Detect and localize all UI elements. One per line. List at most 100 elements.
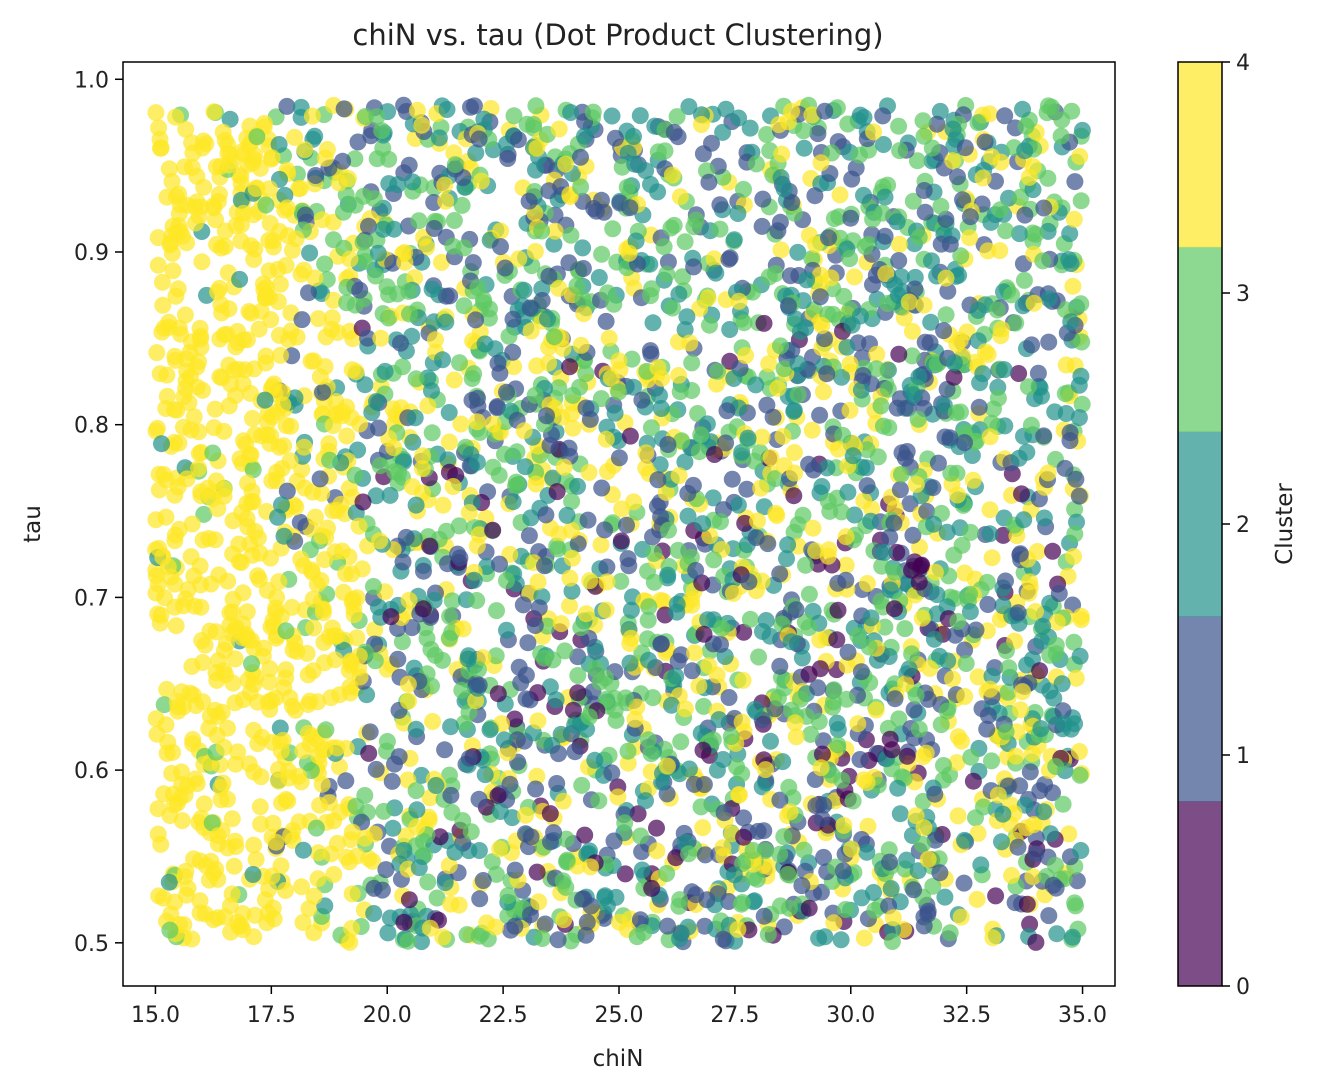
scatter-point-cluster-3: [610, 383, 628, 401]
scatter-point-cluster-4: [299, 696, 317, 713]
scatter-point-cluster-2: [442, 718, 460, 736]
scatter-point-cluster-4: [849, 715, 867, 733]
scatter-point-cluster-3: [443, 592, 461, 610]
scatter-point-cluster-1: [874, 107, 892, 125]
scatter-point-cluster-4: [774, 428, 792, 445]
scatter-point-cluster-1: [771, 565, 789, 583]
scatter-point-cluster-4: [708, 375, 725, 393]
scatter-point-cluster-3: [775, 360, 793, 378]
scatter-point-cluster-4: [969, 668, 987, 686]
scatter-point-cluster-4: [246, 426, 264, 444]
scatter-point-cluster-3: [800, 619, 818, 636]
scatter-point-cluster-4: [915, 819, 933, 837]
scatter-point-cluster-3: [607, 711, 625, 729]
scatter-point-cluster-1: [851, 751, 869, 768]
scatter-point-cluster-4: [981, 501, 999, 519]
scatter-point-cluster-3: [775, 828, 793, 846]
scatter-point-cluster-4: [951, 331, 969, 349]
scatter-point-cluster-4: [597, 430, 615, 448]
scatter-point-cluster-2: [384, 819, 402, 837]
scatter-point-cluster-4: [561, 597, 578, 615]
scatter-point-cluster-3: [1072, 192, 1090, 210]
scatter-point-cluster-2: [898, 851, 916, 869]
scatter-point-cluster-0: [694, 741, 712, 759]
scatter-point-cluster-3: [563, 492, 581, 510]
scatter-point-cluster-3: [758, 126, 776, 143]
scatter-point-cluster-4: [212, 296, 230, 313]
scatter-point-cluster-0: [829, 601, 847, 619]
scatter-point-cluster-4: [212, 239, 230, 257]
scatter-point-cluster-4: [147, 511, 165, 529]
scatter-point-cluster-4: [147, 422, 165, 440]
scatter-point-cluster-3: [1000, 659, 1018, 677]
scatter-point-cluster-2: [721, 321, 739, 338]
scatter-point-cluster-3: [469, 661, 487, 679]
scatter-point-cluster-2: [1010, 449, 1028, 467]
scatter-point-cluster-1: [506, 861, 524, 879]
scatter-point-cluster-4: [552, 615, 570, 633]
scatter-point-cluster-4: [309, 310, 327, 328]
scatter-point-cluster-2: [969, 301, 987, 319]
scatter-point-cluster-3: [354, 233, 372, 251]
scatter-point-cluster-3: [639, 630, 656, 648]
scatter-point-cluster-0: [828, 631, 846, 649]
scatter-point-cluster-3: [407, 782, 425, 800]
scatter-point-cluster-4: [681, 334, 699, 352]
scatter-point-cluster-2: [596, 888, 614, 906]
x-axis-label: chiN: [593, 1046, 644, 1072]
y-tick-label: 1.0: [74, 68, 109, 93]
scatter-point-cluster-1: [491, 555, 508, 573]
scatter-point-cluster-3: [969, 114, 987, 132]
scatter-point-cluster-4: [619, 754, 637, 772]
scatter-point-cluster-3: [544, 651, 562, 669]
scatter-point-cluster-0: [945, 368, 963, 386]
scatter-point-cluster-4: [599, 463, 616, 480]
scatter-point-cluster-4: [270, 573, 288, 591]
scatter-point-cluster-1: [1054, 702, 1072, 720]
scatter-point-cluster-4: [907, 475, 925, 493]
scatter-point-cluster-2: [637, 792, 654, 810]
scatter-point-cluster-4: [1067, 669, 1085, 687]
scatter-point-cluster-3: [673, 432, 691, 450]
scatter-point-cluster-2: [931, 102, 949, 120]
scatter-point-cluster-4: [205, 419, 223, 437]
scatter-point-cluster-4: [944, 670, 961, 688]
scatter-point-cluster-3: [797, 556, 814, 574]
scatter-point-cluster-3: [779, 866, 797, 883]
scatter-point-cluster-3: [645, 544, 663, 562]
scatter-point-cluster-1: [400, 156, 418, 174]
scatter-point-cluster-1: [921, 334, 939, 352]
scatter-point-cluster-3: [338, 278, 356, 296]
scatter-point-cluster-0: [1021, 915, 1039, 933]
scatter-point-cluster-1: [695, 776, 713, 793]
scatter-point-cluster-3: [935, 757, 952, 774]
scatter-point-cluster-3: [860, 638, 878, 656]
scatter-point-cluster-3: [829, 736, 847, 754]
scatter-point-cluster-3: [257, 196, 275, 214]
scatter-point-cluster-2: [651, 387, 668, 404]
scatter-point-cluster-3: [914, 112, 932, 130]
scatter-point-cluster-1: [530, 599, 548, 617]
scatter-point-cluster-4: [316, 149, 334, 167]
scatter-point-cluster-1: [876, 227, 894, 245]
y-tick-label: 0.5: [74, 932, 109, 957]
scatter-point-cluster-0: [898, 747, 916, 765]
scatter-point-cluster-2: [875, 136, 892, 153]
scatter-point-cluster-2: [368, 393, 385, 410]
scatter-point-cluster-1: [351, 281, 369, 299]
scatter-point-cluster-2: [717, 100, 735, 118]
scatter-point-cluster-1: [935, 322, 953, 340]
scatter-point-cluster-1: [1023, 336, 1041, 354]
scatter-point-cluster-4: [233, 504, 251, 522]
scatter-point-cluster-3: [445, 212, 463, 229]
scatter-point-cluster-3: [896, 620, 914, 638]
scatter-point-cluster-4: [694, 819, 712, 837]
scatter-point-cluster-2: [974, 365, 992, 383]
scatter-point-cluster-4: [221, 897, 239, 915]
scatter-point-cluster-1: [522, 828, 540, 846]
scatter-point-cluster-2: [437, 313, 455, 331]
colorbar-tick-label: 1: [1236, 744, 1250, 769]
scatter-point-cluster-3: [451, 354, 468, 372]
scatter-point-cluster-1: [1044, 876, 1062, 894]
scatter-point-cluster-2: [358, 686, 376, 704]
